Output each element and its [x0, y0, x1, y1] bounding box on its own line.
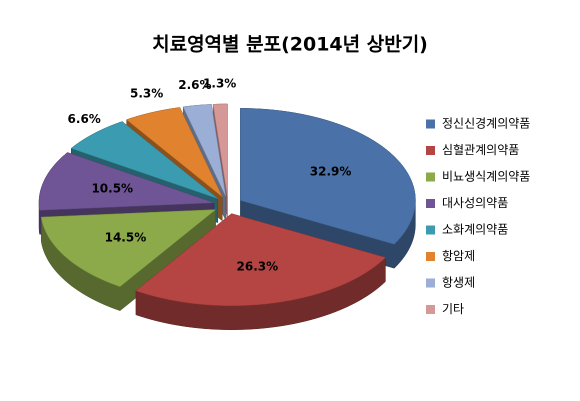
- legend-swatch: [426, 305, 435, 314]
- data-label: 32.9%: [310, 165, 352, 179]
- pie-slice: [38, 152, 215, 211]
- data-label: 5.3%: [130, 86, 163, 100]
- data-label: 2.6%: [178, 78, 211, 92]
- data-label: 26.3%: [237, 260, 279, 274]
- legend-label: 비뇨생식계의약품: [442, 169, 530, 184]
- legend-swatch: [426, 278, 435, 288]
- pie-slice: [182, 104, 226, 197]
- data-label: 14.5%: [105, 230, 147, 244]
- legend-swatch: [426, 172, 435, 182]
- pie-slice: [126, 107, 223, 197]
- pie-slice: [240, 108, 416, 245]
- legend-label: 심혈관계의약품: [442, 142, 519, 157]
- pie-slice: [135, 213, 386, 306]
- legend-label: 정신신경계의약품: [442, 116, 530, 131]
- pie: 32.9% 26.3% 14.5% 10.5% 6.6% 5.3% 2.6%1.3%: [38, 76, 416, 330]
- pie-slice: [40, 209, 217, 287]
- legend-swatch: [426, 252, 435, 261]
- data-label: 1.3%: [203, 76, 236, 90]
- legend-label: 항암제: [442, 249, 475, 263]
- pie-slice: [70, 121, 218, 199]
- data-label: 10.5%: [91, 182, 133, 196]
- legend: 정신신경계의약품심혈관계의약품비뇨생식계의약품대사성의약품소화계의약품항암제항생…: [426, 116, 530, 316]
- legend-swatch: [426, 225, 435, 235]
- legend-swatch: [426, 146, 435, 155]
- data-label: 6.6%: [68, 112, 101, 126]
- legend-label: 기타: [442, 302, 464, 316]
- pie-slice: [212, 103, 228, 197]
- legend-swatch: [426, 119, 435, 129]
- legend-label: 대사성의약품: [442, 195, 508, 210]
- legend-label: 소화계의약품: [442, 222, 508, 237]
- legend-label: 항생제: [442, 276, 475, 290]
- legend-swatch: [426, 199, 435, 208]
- chart-title: 치료영역별 분포(2014년 상반기): [152, 34, 428, 56]
